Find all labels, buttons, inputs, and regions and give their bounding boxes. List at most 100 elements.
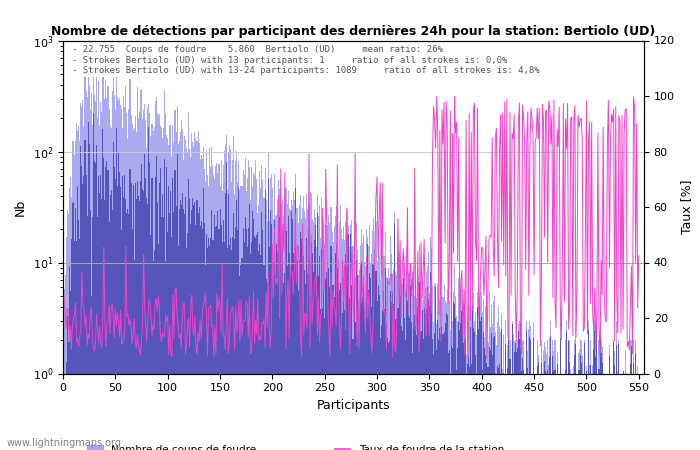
Bar [214, 178, 216, 450]
Bar [538, 362, 539, 450]
Bar [522, 340, 523, 450]
Bar [558, 374, 559, 450]
Bar [575, 344, 577, 450]
Bar [284, 273, 286, 450]
Bar [609, 345, 610, 450]
Bar [371, 307, 372, 450]
Bar [516, 340, 517, 450]
Bar [410, 285, 411, 450]
Bar [372, 264, 373, 450]
Taux de foudre de la station [464, 357, 473, 362]
Bar [297, 208, 298, 450]
Bar [606, 374, 607, 450]
Bar [607, 374, 608, 450]
Bar [275, 216, 276, 450]
Bar [263, 198, 265, 450]
Bar [119, 172, 120, 450]
Bar [552, 340, 554, 450]
Bar [116, 128, 117, 450]
Bar [444, 323, 446, 450]
Bar [536, 374, 537, 450]
Title: Nombre de détections par participant des dernières 24h pour la station: Bertiolo: Nombre de détections par participant des… [51, 25, 656, 38]
Bar [339, 222, 340, 450]
Bar [334, 297, 335, 450]
Bar [356, 275, 358, 450]
Bar [208, 238, 209, 450]
Bar [244, 216, 246, 450]
Bar [252, 212, 253, 450]
Bar [248, 204, 250, 450]
Bar [157, 202, 158, 450]
Bar [392, 274, 393, 450]
Bar [370, 263, 371, 450]
Bar [298, 290, 299, 450]
Bar [567, 374, 568, 450]
Bar [391, 302, 392, 450]
Bar [506, 374, 507, 450]
Bar [297, 260, 298, 450]
Bar [273, 263, 274, 450]
Bar [517, 348, 518, 450]
Bar [563, 374, 564, 450]
Bar [564, 374, 565, 450]
Bar [580, 355, 581, 450]
Bar [238, 187, 239, 450]
Bar [523, 370, 524, 450]
Bar [94, 161, 95, 450]
Bar [434, 285, 435, 450]
Bar [479, 301, 480, 450]
Bar [379, 338, 381, 450]
Bar [302, 208, 303, 450]
Bar [612, 374, 613, 450]
Bar [125, 199, 126, 450]
Bar [212, 165, 214, 450]
Bar [145, 178, 146, 450]
Bar [323, 221, 324, 450]
Bar [605, 374, 606, 450]
Bar [334, 226, 335, 450]
Bar [300, 232, 301, 450]
Bar [543, 374, 544, 450]
Bar [428, 252, 429, 450]
Bar [293, 192, 294, 450]
Bar [121, 230, 122, 450]
Bar [560, 320, 561, 450]
Bar [130, 183, 132, 450]
Bar [132, 184, 134, 450]
Bar [451, 284, 452, 450]
Bar [332, 242, 334, 450]
Bar [366, 265, 367, 450]
Bar [351, 285, 353, 450]
Bar [620, 374, 622, 450]
Bar [81, 166, 83, 450]
Bar [187, 152, 188, 450]
Bar [522, 358, 523, 450]
Bar [499, 327, 500, 450]
Bar [270, 210, 271, 450]
Bar [626, 373, 627, 450]
Bar [211, 147, 212, 450]
Bar [335, 216, 336, 450]
Bar [626, 374, 627, 450]
Bar [367, 237, 368, 450]
Bar [453, 292, 454, 450]
Bar [496, 345, 497, 450]
Bar [411, 322, 412, 450]
Bar [556, 374, 557, 450]
Bar [405, 294, 406, 450]
Bar [222, 242, 223, 450]
Bar [271, 174, 272, 450]
Bar [366, 230, 367, 450]
Bar [579, 350, 580, 450]
Bar [190, 158, 191, 450]
Bar [429, 306, 430, 450]
Bar [315, 225, 316, 450]
Bar [337, 214, 338, 450]
Bar [112, 91, 113, 450]
Bar [483, 332, 484, 450]
Bar [565, 370, 566, 450]
Bar [186, 148, 187, 450]
Bar [216, 163, 218, 450]
Bar [396, 336, 398, 450]
Bar [633, 340, 634, 450]
